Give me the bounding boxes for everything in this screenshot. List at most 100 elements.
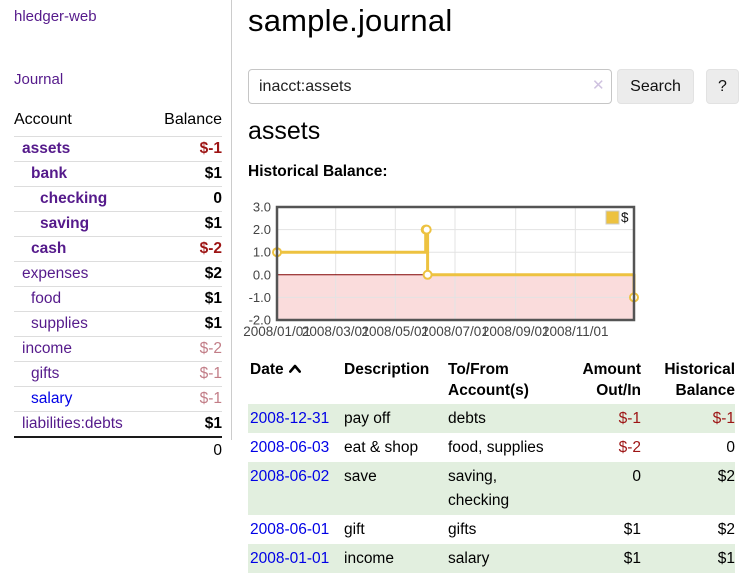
account-link-checking[interactable]: checking (40, 190, 108, 207)
description-cell: income (344, 550, 394, 568)
table-row: 2008-06-02 save saving, checking 0 $2 (248, 462, 735, 515)
accounts-table: Account Balance assets $-1 bank $1 checking 0… (14, 106, 222, 464)
description-cell: gift (344, 520, 365, 538)
account-name-cell: liabilities:debts (14, 411, 150, 437)
date-cell: 2008-06-01 (248, 515, 344, 544)
svg-text:2008/01/01: 2008/01/01 (243, 324, 311, 339)
account-balance: $1 (149, 286, 222, 312)
account-link-salary[interactable]: salary (31, 390, 73, 407)
date-column-header[interactable]: Date (248, 358, 344, 404)
account-link-gifts[interactable]: gifts (31, 365, 60, 382)
balance-column-header: Balance (164, 111, 222, 128)
transaction-date-link[interactable]: 2008-06-02 (250, 468, 330, 486)
account-balance: $-1 (149, 386, 222, 412)
total-spacer (14, 436, 150, 464)
account-name-cell: food (14, 286, 150, 312)
account-balance: $1 (149, 211, 222, 237)
svg-text:2.0: 2.0 (253, 222, 271, 237)
svg-text:1.0: 1.0 (253, 245, 271, 260)
account-balance: $1 (149, 311, 222, 337)
account-balance: $2 (149, 261, 222, 287)
accounts-cell: debts (448, 409, 486, 427)
account-link-supplies[interactable]: supplies (31, 315, 88, 332)
page-title: sample.journal (248, 3, 453, 38)
register-table: Date Description To/From Account(s) Amou… (248, 358, 735, 574)
help-button[interactable]: ? (706, 69, 739, 104)
accounts-cell: salary (448, 550, 490, 568)
account-link-income[interactable]: income (22, 340, 72, 357)
accounts-cell: food, supplies (448, 439, 544, 457)
account-link-bank[interactable]: bank (31, 165, 68, 182)
svg-text:2008/03/01: 2008/03/01 (302, 324, 370, 339)
account-link-expenses[interactable]: expenses (22, 265, 89, 282)
table-row: 2008-12-31 pay off debts $-1 $-1 (248, 403, 735, 434)
accounts-cell: gifts (448, 520, 477, 538)
account-name-cell: salary (14, 386, 150, 412)
account-row: expenses $2 (14, 261, 222, 287)
date-cell: 2008-06-02 (248, 462, 344, 515)
brand-link[interactable]: hledger-web (14, 8, 97, 25)
account-name-cell: gifts (14, 361, 150, 387)
amount-column-header: Amount Out/In (582, 361, 641, 399)
account-name-cell: supplies (14, 311, 150, 337)
search-button[interactable]: Search (617, 69, 694, 104)
description-cell: eat & shop (344, 439, 419, 457)
register-header-row: Date Description To/From Account(s) Amou… (248, 358, 735, 404)
account-balance: $1 (149, 411, 222, 437)
account-balance: $-2 (149, 336, 222, 362)
search-input[interactable] (248, 69, 612, 104)
clear-search-icon[interactable]: ✕ (592, 77, 605, 94)
account-link-cash[interactable]: cash (31, 240, 67, 257)
account-name-cell: expenses (14, 261, 150, 287)
transaction-date-link[interactable]: 2008-01-01 (250, 550, 330, 568)
amount-cell: $-1 (618, 409, 641, 427)
table-row: 2008-01-01 income salary $1 $1 (248, 544, 735, 574)
balance-cell: $-1 (712, 409, 735, 427)
description-cell: save (344, 468, 377, 486)
transaction-date-link[interactable]: 2008-12-31 (250, 409, 330, 427)
account-balance: $1 (149, 161, 222, 187)
accounts-total-row: 0 (14, 436, 222, 464)
amount-cell: $-2 (618, 439, 641, 457)
account-row: supplies $1 (14, 311, 222, 337)
account-link-assets[interactable]: assets (22, 140, 71, 157)
date-cell: 2008-01-01 (248, 544, 344, 573)
svg-text:2008/05/01: 2008/05/01 (362, 324, 430, 339)
amount-cell: $1 (623, 550, 641, 568)
accounts-total-value: 0 (149, 436, 222, 464)
account-name-cell: income (14, 336, 150, 362)
svg-text:0.0: 0.0 (253, 267, 271, 282)
account-name-cell: saving (14, 211, 150, 237)
account-link-food[interactable]: food (31, 290, 62, 307)
svg-text:-1.0: -1.0 (249, 290, 271, 305)
sidebar-divider (231, 0, 232, 440)
date-cell: 2008-06-03 (248, 433, 344, 462)
account-row: checking 0 (14, 186, 222, 212)
transaction-date-link[interactable]: 2008-06-01 (250, 520, 330, 538)
account-heading: assets (248, 117, 321, 145)
account-row: gifts $-1 (14, 361, 222, 387)
accounts-cell: saving, checking (448, 468, 510, 509)
account-name-cell: assets (14, 136, 150, 162)
svg-text:2008/09/01: 2008/09/01 (482, 324, 550, 339)
historical-balance-chart: $3.0 2.0 1.0 0.0 -1.0 -2.02008/01/012008/03/0… (243, 200, 639, 339)
table-row: 2008-06-03 eat & shop food, supplies $-2 0 (248, 433, 735, 462)
account-link-saving[interactable]: saving (40, 215, 90, 232)
balance-cell: 0 (726, 439, 735, 457)
search-form: ✕ Search ? (248, 69, 739, 105)
account-row: liabilities:debts $1 (14, 411, 222, 437)
balance-cell: $2 (717, 520, 735, 538)
description-cell: pay off (344, 409, 391, 427)
account-row: income $-2 (14, 336, 222, 362)
amount-cell: 0 (632, 468, 641, 486)
sidebar-item-journal[interactable]: Journal (14, 71, 64, 88)
accounts-column-header: To/From Account(s) (448, 361, 529, 399)
chart-title: Historical Balance: (248, 163, 388, 180)
svg-text:-2.0: -2.0 (249, 313, 271, 328)
transaction-date-link[interactable]: 2008-06-03 (250, 439, 330, 457)
date-cell: 2008-12-31 (248, 404, 344, 433)
account-name-cell: cash (14, 236, 150, 262)
svg-text:3.0: 3.0 (253, 200, 271, 215)
account-link-liabilities-debts[interactable]: liabilities:debts (22, 415, 123, 432)
accounts-header-row: Account Balance (14, 106, 222, 137)
